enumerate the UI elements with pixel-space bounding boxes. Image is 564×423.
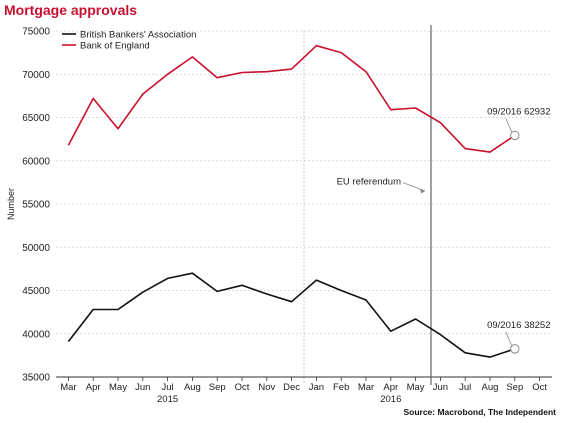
y-tick-label: 45000: [22, 286, 50, 297]
x-tick-label: Jul: [162, 382, 174, 393]
endpoint-annotation: 09/2016 38252: [487, 320, 550, 331]
x-tick-label: Apr: [86, 382, 101, 393]
x-tick-label: Mar: [60, 382, 76, 393]
annotation-leader: [505, 118, 513, 133]
x-tick-label: Oct: [235, 382, 250, 393]
x-tick-label: May: [407, 382, 425, 393]
y-tick-label: 55000: [22, 200, 50, 211]
year-label: 2016: [380, 394, 401, 405]
legend-label: British Bankers' Association: [80, 30, 196, 41]
y-tick-label: 60000: [22, 156, 50, 167]
x-tick-label: Aug: [482, 382, 499, 393]
x-tick-label: Sep: [506, 382, 523, 393]
source-note: Source: Macrobond, The Independent: [403, 407, 556, 417]
series-line-boe: [67, 44, 516, 153]
x-tick-label: Dec: [283, 382, 300, 393]
endpoint-annotation: 09/2016 62932: [487, 106, 550, 117]
annotation-leader: [505, 331, 513, 347]
y-axis-label: Number: [6, 188, 16, 220]
legend-label: Bank of England: [80, 41, 150, 52]
y-tick-label: 50000: [22, 243, 50, 254]
x-tick-label: Sep: [209, 382, 226, 393]
eu-referendum-label: EU referendum: [337, 177, 402, 188]
eu-referendum-arrow: [402, 182, 426, 192]
x-tick-label: Jan: [309, 382, 324, 393]
series-line-bba: [67, 272, 516, 358]
x-tick-label: Jul: [459, 382, 471, 393]
y-tick-label: 65000: [22, 113, 50, 124]
year-label: 2015: [157, 394, 178, 405]
chart-title: Mortgage approvals: [4, 2, 138, 18]
x-tick-label: Apr: [383, 382, 398, 393]
y-tick-label: 70000: [22, 70, 50, 81]
endpoint-marker: [510, 130, 520, 141]
x-tick-label: Oct: [532, 382, 547, 393]
x-tick-label: Aug: [184, 382, 201, 393]
x-tick-label: Nov: [258, 382, 275, 393]
y-tick-label: 40000: [22, 329, 50, 340]
x-tick-label: Mar: [358, 382, 374, 393]
endpoint-marker: [510, 344, 520, 354]
x-tick-label: Jun: [433, 382, 448, 393]
y-tick-label: 75000: [22, 27, 50, 38]
x-tick-label: May: [109, 382, 127, 393]
y-tick-label: 35000: [22, 373, 50, 384]
eu-referendum-arrowhead: [420, 189, 425, 194]
x-tick-label: Jun: [135, 382, 150, 393]
x-tick-label: Feb: [333, 382, 349, 393]
